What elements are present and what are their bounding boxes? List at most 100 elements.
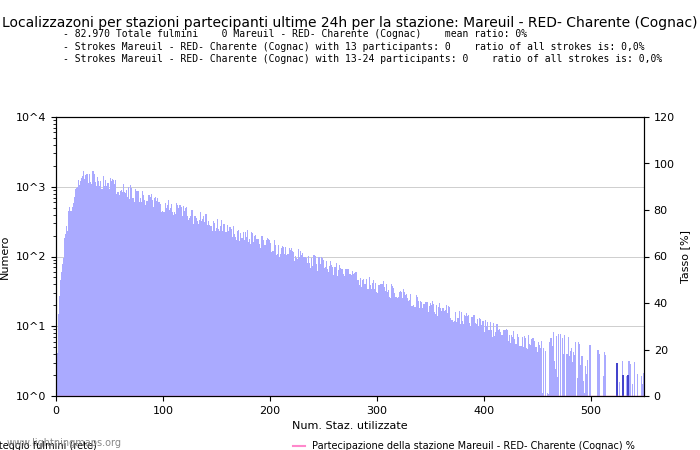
Bar <box>311 258 312 450</box>
Bar <box>217 219 218 450</box>
Bar <box>550 338 552 450</box>
Bar <box>318 257 319 450</box>
Bar <box>243 232 244 450</box>
Bar <box>206 214 207 450</box>
Bar <box>232 237 233 450</box>
Bar <box>590 345 591 450</box>
Bar <box>134 189 136 450</box>
Bar <box>354 273 355 450</box>
Bar <box>436 305 437 450</box>
Bar <box>489 322 491 450</box>
Bar <box>522 337 523 450</box>
Bar <box>513 331 514 450</box>
Bar <box>254 236 256 450</box>
Bar <box>487 322 489 450</box>
Bar <box>440 308 442 450</box>
Bar <box>256 238 258 450</box>
Bar <box>636 396 637 450</box>
Bar <box>59 296 60 450</box>
Bar <box>433 304 434 450</box>
Bar <box>60 280 61 450</box>
Bar <box>434 312 435 450</box>
Bar <box>468 315 469 450</box>
Bar <box>407 298 408 450</box>
Bar <box>170 208 171 450</box>
Bar <box>100 180 102 450</box>
Bar <box>339 266 340 450</box>
Bar <box>344 276 345 450</box>
Bar <box>578 342 580 450</box>
Bar <box>321 257 322 450</box>
Bar <box>588 396 589 450</box>
Bar <box>302 253 304 450</box>
Bar <box>156 201 157 450</box>
Bar <box>503 330 505 450</box>
Bar <box>512 337 513 450</box>
Bar <box>349 274 351 450</box>
Bar <box>546 396 547 450</box>
Bar <box>469 324 470 450</box>
Bar <box>626 376 627 450</box>
Bar <box>539 345 540 450</box>
Bar <box>331 265 332 450</box>
Bar <box>270 243 272 450</box>
Bar <box>426 302 428 450</box>
Bar <box>622 361 623 450</box>
Bar <box>616 363 618 450</box>
Bar <box>465 316 466 450</box>
Bar <box>125 194 126 450</box>
Bar <box>174 212 175 450</box>
Bar <box>511 335 512 450</box>
Bar <box>279 256 280 450</box>
Bar <box>509 335 510 450</box>
Bar <box>515 344 516 450</box>
Bar <box>355 272 356 450</box>
Bar <box>633 396 634 450</box>
Bar <box>447 313 448 450</box>
Bar <box>582 381 584 450</box>
Bar <box>292 251 293 450</box>
Bar <box>175 214 176 450</box>
Bar <box>222 231 223 450</box>
Bar <box>266 240 267 450</box>
Bar <box>294 261 295 450</box>
Bar <box>568 356 570 450</box>
Bar <box>284 255 286 450</box>
Bar <box>169 211 170 450</box>
Bar <box>643 373 645 450</box>
Bar <box>313 255 314 450</box>
Bar <box>343 274 344 450</box>
Bar <box>195 218 197 450</box>
Bar <box>87 174 88 450</box>
Bar <box>90 182 91 450</box>
Bar <box>159 202 160 450</box>
Bar <box>252 233 253 450</box>
Bar <box>467 316 468 450</box>
Bar <box>589 345 590 450</box>
Bar <box>428 306 430 450</box>
Bar <box>240 233 241 450</box>
Y-axis label: Tasso [%]: Tasso [%] <box>680 230 690 283</box>
Bar <box>152 200 153 450</box>
Bar <box>220 226 221 450</box>
Bar <box>499 329 500 450</box>
Bar <box>561 396 562 450</box>
Bar <box>309 263 310 450</box>
Bar <box>237 231 238 450</box>
Bar <box>480 319 481 450</box>
Bar <box>432 301 433 450</box>
Bar <box>533 338 534 450</box>
Bar <box>449 306 450 450</box>
Bar <box>77 187 78 450</box>
Bar <box>120 190 122 450</box>
Bar <box>444 310 446 450</box>
Bar <box>373 280 374 450</box>
Bar <box>304 256 306 450</box>
Bar <box>477 319 478 450</box>
Bar <box>89 175 90 450</box>
Bar <box>536 347 537 450</box>
Bar <box>142 191 143 450</box>
Bar <box>552 332 554 450</box>
Bar <box>330 261 331 450</box>
Bar <box>371 289 372 450</box>
